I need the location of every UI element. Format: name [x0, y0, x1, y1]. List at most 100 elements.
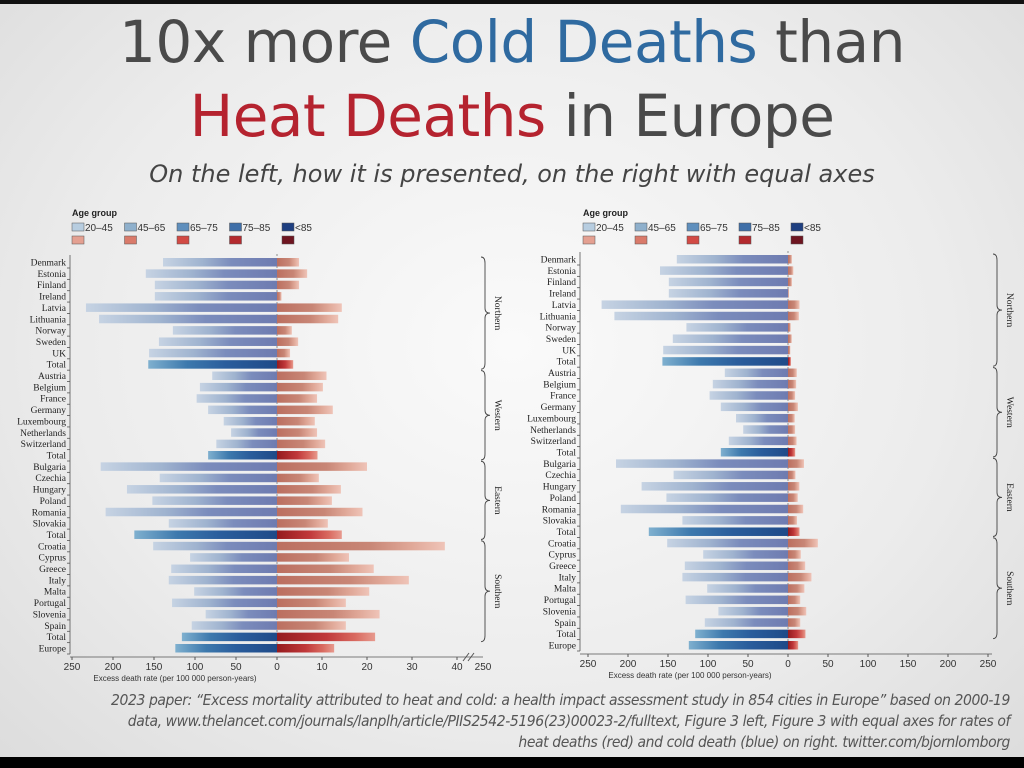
country-label: Sweden [546, 335, 576, 345]
heat-bar [788, 561, 806, 571]
country-label: Austria [38, 372, 67, 382]
legend-swatch-cold [71, 222, 85, 232]
cold-bar [682, 516, 788, 525]
heat-bar [277, 371, 327, 381]
country-label: UK [52, 349, 66, 359]
heat-bar [788, 595, 801, 605]
cold-bar [153, 541, 277, 551]
country-label: Europe [549, 642, 576, 652]
legend-swatch-cold [176, 222, 190, 232]
country-label: Total [557, 630, 577, 640]
x-tick-label: 50 [742, 659, 754, 670]
legend-title: Age group [72, 208, 117, 218]
heat-bar [788, 413, 795, 423]
country-label: Czechia [545, 471, 576, 481]
legend-swatch-heat [71, 235, 85, 245]
x-axis-title: Excess death rate (per 100 000 person-ye… [608, 671, 772, 680]
heat-bar [277, 382, 323, 392]
cold-bar [673, 470, 788, 480]
x-tick-label: 200 [620, 659, 637, 670]
heat-bar [788, 277, 792, 287]
x-tick-label: 250 [980, 659, 997, 670]
heat-bar [277, 485, 341, 494]
heat-bar [277, 530, 342, 539]
heat-bar [788, 538, 818, 548]
group-label: Northern [492, 296, 502, 331]
legend-swatch-cold [124, 222, 137, 232]
x-tick-label: 150 [900, 659, 917, 670]
cold-bar [616, 459, 788, 468]
heat-bar [277, 314, 339, 324]
legend-label: <85 [295, 223, 312, 234]
heat-bar [788, 391, 796, 400]
country-label: Romania [32, 508, 67, 518]
cold-bar [154, 292, 277, 301]
heat-bar [788, 482, 800, 491]
legend-swatch-heat [582, 235, 596, 245]
cold-bar [159, 473, 277, 483]
country-label: Total [47, 633, 67, 643]
cold-bar [172, 598, 277, 608]
country-label: Luxembourg [17, 417, 66, 427]
country-label: Greece [39, 565, 66, 575]
country-label: Lithuania [540, 312, 577, 322]
cold-bar [704, 618, 788, 627]
legend-swatch-heat [738, 235, 752, 245]
title-heat-deaths: Heat Deaths [189, 82, 547, 150]
heat-bar [277, 303, 342, 312]
heat-bar [277, 507, 363, 517]
cold-bar [85, 303, 277, 312]
group-label: Eastern [492, 486, 502, 515]
country-label: Spain [44, 622, 66, 632]
cold-bar [231, 428, 277, 437]
group-label: Southern [1004, 571, 1014, 606]
cold-bar [171, 564, 277, 574]
cold-bar [641, 482, 788, 491]
country-label: Switzerland [21, 440, 67, 450]
group-brace [480, 256, 491, 370]
group-brace [992, 457, 1003, 537]
cold-bar [703, 550, 788, 559]
footer-line: data, www.thelancet.com/journals/lanplh/… [127, 712, 1011, 730]
top-border [0, 0, 1024, 4]
footer-citation: 2023 paper: “Excess mortality attributed… [20, 690, 1010, 753]
cold-bar [126, 485, 277, 494]
cold-bar [614, 311, 788, 321]
heat-bar [788, 493, 798, 502]
cold-bar [168, 519, 277, 528]
heat-bar [277, 258, 300, 267]
legend-label: 45–65 [138, 223, 166, 234]
heat-bar [277, 269, 308, 278]
country-label: Slovakia [33, 520, 67, 530]
x-tick-label: 100 [700, 659, 717, 670]
heat-bar [788, 345, 791, 355]
heat-bar [788, 436, 797, 446]
legend-label: 65–75 [190, 223, 218, 234]
heat-bar [788, 641, 799, 650]
heat-bar [277, 632, 376, 642]
heat-bar [277, 519, 328, 528]
heat-bar [277, 360, 294, 369]
country-label: Portugal [34, 599, 67, 609]
legend-swatch-cold [686, 222, 700, 232]
group-brace [992, 367, 1003, 458]
country-label: Germany [541, 403, 577, 413]
x-tick-label: 100 [187, 662, 204, 673]
cold-bar [216, 439, 277, 449]
heat-bar [788, 402, 798, 412]
cold-bar [212, 371, 277, 381]
x-tick-label: 30 [406, 662, 418, 673]
heat-bar [277, 326, 292, 335]
legend-label: 75–85 [752, 223, 780, 234]
heat-bar [788, 572, 812, 582]
country-label: Poland [550, 494, 577, 504]
x-tick-label: 20 [361, 662, 373, 673]
legend-swatch-heat [176, 235, 190, 245]
cold-bar [168, 575, 277, 585]
cold-bar [648, 527, 788, 536]
cold-bar [194, 587, 277, 596]
country-label: Spain [554, 619, 576, 629]
cold-bar [181, 632, 277, 642]
heat-bar [277, 428, 318, 437]
legend-swatch-cold [634, 222, 648, 232]
